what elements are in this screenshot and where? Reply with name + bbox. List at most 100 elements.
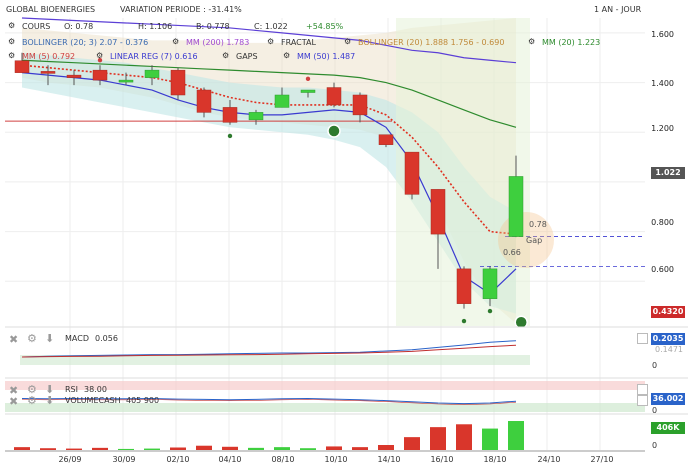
rsi-line	[21, 397, 517, 405]
candle-body	[456, 268, 472, 304]
x-tick: 18/10	[483, 455, 507, 464]
volume-bar	[170, 447, 186, 450]
fractal-dot	[227, 133, 233, 139]
legend-low: B: 0.778	[196, 22, 230, 31]
volume-label: VOLUMECASH	[65, 396, 121, 405]
period-selector[interactable]: 1 AN - JOUR	[594, 5, 642, 14]
candle-body	[482, 268, 498, 299]
candle-body	[14, 60, 30, 73]
arrow-down-icon[interactable]: ⬇	[45, 394, 55, 407]
rsi-label: RSI	[65, 385, 78, 394]
gear-icon[interactable]: ⚙	[8, 21, 16, 30]
gear-icon[interactable]: ⚙	[27, 332, 37, 345]
volume-bar	[404, 437, 420, 450]
arrow-down-icon[interactable]: ⬇	[45, 383, 55, 396]
volume-bar	[456, 424, 472, 450]
legend-change: +54.85%	[306, 22, 344, 31]
volume-bar	[352, 447, 368, 450]
stock-name: GLOBAL BIOENERGIES	[6, 5, 96, 14]
volume-checkbox[interactable]	[637, 395, 648, 406]
candle-body	[508, 176, 524, 237]
legend-close: C: 1.022	[254, 22, 288, 31]
macd-value: 0.056	[95, 334, 118, 343]
macd-hist-area	[20, 355, 530, 365]
fractal-dot	[305, 76, 311, 82]
gear-icon[interactable]: ⚙	[222, 51, 230, 60]
x-tick: 30/09	[112, 455, 136, 464]
mm20-line	[21, 59, 517, 128]
gear-icon[interactable]: ⚙	[8, 51, 16, 60]
candle-body	[430, 189, 446, 235]
arrow-down-icon[interactable]: ⬇	[45, 332, 55, 345]
y-tick: 0.600	[651, 265, 674, 274]
legend-fractal: FRACTAL	[281, 38, 316, 47]
legend-mm5: MM (5) 0.792	[22, 52, 76, 61]
gear-icon[interactable]: ⚙	[267, 37, 275, 46]
candle-body	[378, 134, 394, 145]
rsi-overbought-zone	[5, 381, 645, 390]
volume-bar	[14, 447, 30, 450]
macd-checkbox[interactable]	[637, 333, 648, 344]
volume-bar	[92, 447, 108, 450]
macd-line	[21, 340, 517, 358]
legend-mm200: MM (200) 1.783	[186, 38, 250, 47]
gear-icon[interactable]: ⚙	[27, 383, 37, 396]
rsi-checkbox[interactable]	[637, 384, 648, 395]
close-icon[interactable]: ✖	[9, 333, 19, 346]
x-tick: 04/10	[218, 455, 242, 464]
volume-value: 405 900	[126, 396, 160, 405]
candle-body	[170, 69, 186, 96]
x-tick: 16/10	[430, 455, 454, 464]
macd-zero: 0	[652, 361, 658, 370]
candle-body	[144, 69, 160, 78]
legend-mm20: MM (20) 1.223	[542, 38, 601, 47]
variation-periode: VARIATION PERIODE : -31.41%	[120, 5, 242, 14]
volume-bar	[326, 446, 342, 450]
x-tick: 08/10	[271, 455, 295, 464]
candle-body	[40, 71, 56, 74]
gear-icon[interactable]: ⚙	[8, 37, 16, 46]
gear-icon[interactable]: ⚙	[96, 51, 104, 60]
candle-body	[300, 89, 316, 93]
gap-lower-label: 0.66	[503, 248, 521, 257]
macd-badge: 0.2035	[651, 333, 685, 345]
close-icon[interactable]: ✖	[9, 395, 19, 408]
x-tick: 02/10	[166, 455, 190, 464]
last-price-badge: 1.022	[651, 167, 685, 179]
volume-badge: 406K	[651, 422, 685, 434]
low-price-badge: 0.4320	[651, 306, 685, 318]
volume-bar	[144, 448, 160, 450]
legend-gaps: GAPS	[236, 52, 258, 61]
gear-icon[interactable]: ⚙	[27, 394, 37, 407]
candle-body	[352, 94, 368, 116]
rsi-zero: 0	[652, 406, 658, 415]
volume-bar	[430, 427, 446, 450]
gear-icon[interactable]: ⚙	[528, 37, 536, 46]
mm5-line	[21, 64, 517, 235]
y-tick: 1.600	[651, 30, 674, 39]
candle-body	[196, 89, 212, 113]
candle-body	[222, 107, 238, 123]
volume-bar	[196, 445, 212, 450]
bollinger-inner-band	[22, 52, 516, 314]
gap-upper-label: 0.78	[529, 220, 547, 229]
gear-icon[interactable]: ⚙	[172, 37, 180, 46]
macd-label: MACD	[65, 334, 89, 343]
x-tick: 26/09	[58, 455, 82, 464]
y-tick: 1.200	[651, 124, 674, 133]
candle-body	[274, 94, 290, 108]
fractal-dot	[461, 318, 467, 324]
macd-signal-line	[21, 344, 517, 358]
candle-body	[326, 87, 342, 106]
x-tick: 24/10	[537, 455, 561, 464]
gear-icon[interactable]: ⚙	[344, 37, 352, 46]
rsi-badge: 36.002	[651, 393, 685, 405]
mm200-line	[21, 17, 517, 64]
volume-bar	[508, 421, 524, 450]
close-icon[interactable]: ✖	[9, 384, 19, 397]
rsi-oversold-zone	[5, 403, 645, 412]
candle-body	[248, 112, 264, 121]
signal-marker	[327, 124, 341, 138]
gear-icon[interactable]: ⚙	[283, 51, 291, 60]
